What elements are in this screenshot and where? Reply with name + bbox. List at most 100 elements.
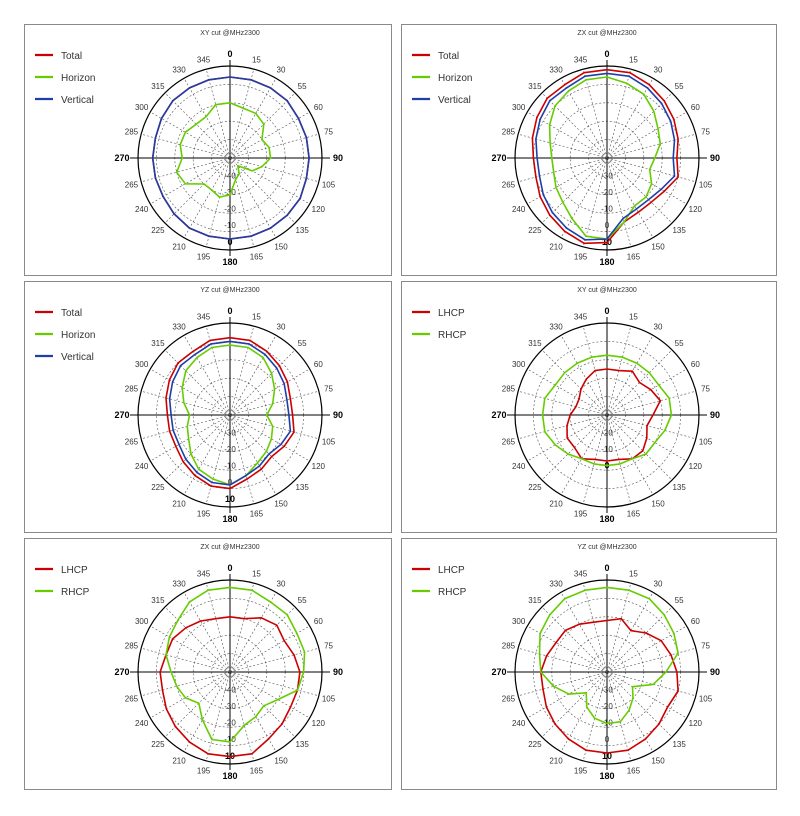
radial-tick-label: -40: [224, 172, 236, 181]
chart-panel-yz-linear: YZ cut @MHz2300 0 15 30 55 60 75 90 105 120 135 150…: [24, 281, 392, 533]
data-point: [271, 402, 274, 405]
angle-tick-label: 90: [333, 153, 343, 163]
polar-spoke: [229, 368, 310, 416]
data-point: [175, 171, 178, 174]
data-point: [286, 399, 288, 401]
polar-spoke: [229, 157, 319, 183]
angle-tick-label: 135: [295, 483, 309, 492]
data-point: [592, 621, 595, 623]
data-point: [286, 100, 289, 102]
data-point: [229, 616, 231, 618]
data-point: [177, 619, 179, 621]
data-point: [568, 693, 570, 695]
data-point: [286, 614, 289, 616]
data-point: [286, 381, 289, 383]
polar-spoke: [560, 592, 608, 673]
data-point: [644, 738, 647, 740]
polar-spoke: [527, 671, 608, 719]
data-point: [245, 474, 247, 477]
angle-tick-label: 180: [599, 257, 614, 267]
angle-tick-label: 270: [114, 153, 129, 163]
angle-tick-label: 55: [675, 82, 684, 91]
data-point: [186, 425, 189, 428]
data-point: [660, 102, 663, 105]
polar-chart-yz-circular: YZ cut @MHz2300 0 15 30 55 60 75 90 105 120 135 150…: [412, 544, 720, 781]
data-point: [658, 384, 660, 386]
data-point: [258, 465, 261, 467]
polar-spoke: [229, 92, 296, 159]
polar-spoke: [560, 78, 608, 159]
data-point: [168, 430, 171, 432]
angle-tick-label: 345: [197, 312, 211, 321]
legend-label: Total: [438, 51, 459, 62]
data-point: [554, 384, 556, 386]
angle-tick-label: 210: [549, 242, 563, 251]
data-point: [635, 208, 638, 210]
data-point: [247, 346, 249, 349]
data-point: [606, 68, 608, 71]
data-point: [539, 195, 541, 198]
data-point: [544, 430, 546, 433]
angle-tick-label: 0: [227, 49, 232, 59]
data-point: [620, 617, 623, 620]
data-point: [188, 601, 191, 603]
polar-spoke: [150, 414, 231, 462]
angle-tick-label: 330: [549, 66, 563, 75]
angle-tick-label: 55: [298, 596, 307, 605]
data-point: [269, 601, 272, 603]
polar-spoke: [560, 414, 608, 495]
data-point: [540, 671, 542, 673]
data-point: [563, 597, 566, 600]
angle-tick-label: 150: [274, 242, 288, 251]
data-point: [288, 414, 290, 416]
polar-spoke: [141, 671, 231, 697]
angle-tick-label: 345: [574, 569, 588, 578]
legend-label: Horizon: [61, 73, 95, 84]
data-point: [541, 414, 544, 416]
angle-tick-label: 165: [250, 767, 264, 776]
angle-tick-label: 0: [604, 563, 609, 573]
chart-title: XY cut @MHz2300: [200, 30, 260, 37]
data-point: [194, 474, 196, 477]
data-point: [249, 339, 251, 342]
data-point: [563, 371, 566, 374]
data-point: [549, 214, 551, 216]
data-point: [664, 429, 666, 432]
data-point: [677, 690, 679, 692]
data-point: [658, 723, 660, 725]
angle-tick-label: 265: [125, 437, 139, 446]
data-point: [283, 382, 286, 385]
polar-spoke: [141, 647, 231, 673]
data-point: [196, 356, 198, 359]
polar-spoke: [582, 69, 608, 159]
data-point: [174, 725, 177, 728]
data-point: [554, 723, 556, 725]
angle-tick-label: 285: [502, 385, 516, 394]
polar-spoke: [164, 92, 231, 159]
polar-spoke: [229, 414, 277, 495]
chart-title: YZ cut @MHz2300: [577, 544, 636, 551]
data-point: [670, 414, 673, 416]
data-point: [584, 589, 586, 591]
polar-spoke: [560, 671, 608, 752]
data-point: [663, 190, 666, 192]
data-point: [653, 110, 655, 112]
data-point: [659, 399, 662, 402]
polar-spoke: [141, 414, 231, 440]
data-point: [263, 705, 265, 707]
angle-tick-label: 120: [312, 462, 326, 471]
data-point: [172, 100, 174, 102]
data-point: [663, 614, 665, 616]
data-point: [165, 708, 168, 710]
data-point: [210, 189, 213, 191]
polar-spoke: [229, 414, 310, 462]
data-point: [246, 478, 248, 480]
data-point: [205, 115, 207, 118]
data-point: [631, 685, 634, 688]
data-point: [555, 186, 557, 189]
angle-tick-label: 150: [274, 756, 288, 765]
angle-tick-label: 270: [114, 410, 129, 420]
angle-tick-label: 15: [629, 55, 638, 64]
data-point: [211, 738, 213, 741]
angle-tick-label: 225: [151, 740, 165, 749]
